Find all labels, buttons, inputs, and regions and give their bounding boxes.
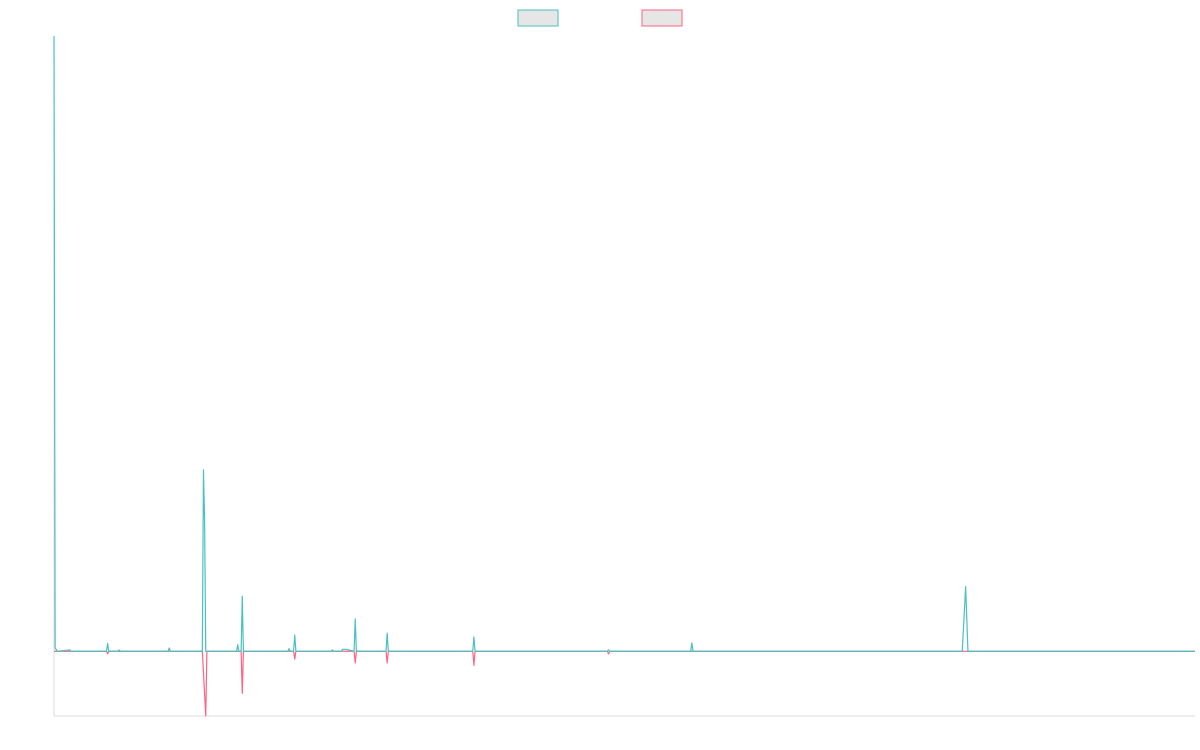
series-line-2 bbox=[54, 650, 1195, 717]
legend bbox=[517, 9, 683, 27]
series-group bbox=[53, 35, 1195, 717]
axes bbox=[53, 36, 1195, 717]
legend-swatch-2[interactable] bbox=[641, 9, 683, 27]
series-line-1 bbox=[53, 35, 1195, 652]
legend-swatch-1[interactable] bbox=[517, 9, 559, 27]
